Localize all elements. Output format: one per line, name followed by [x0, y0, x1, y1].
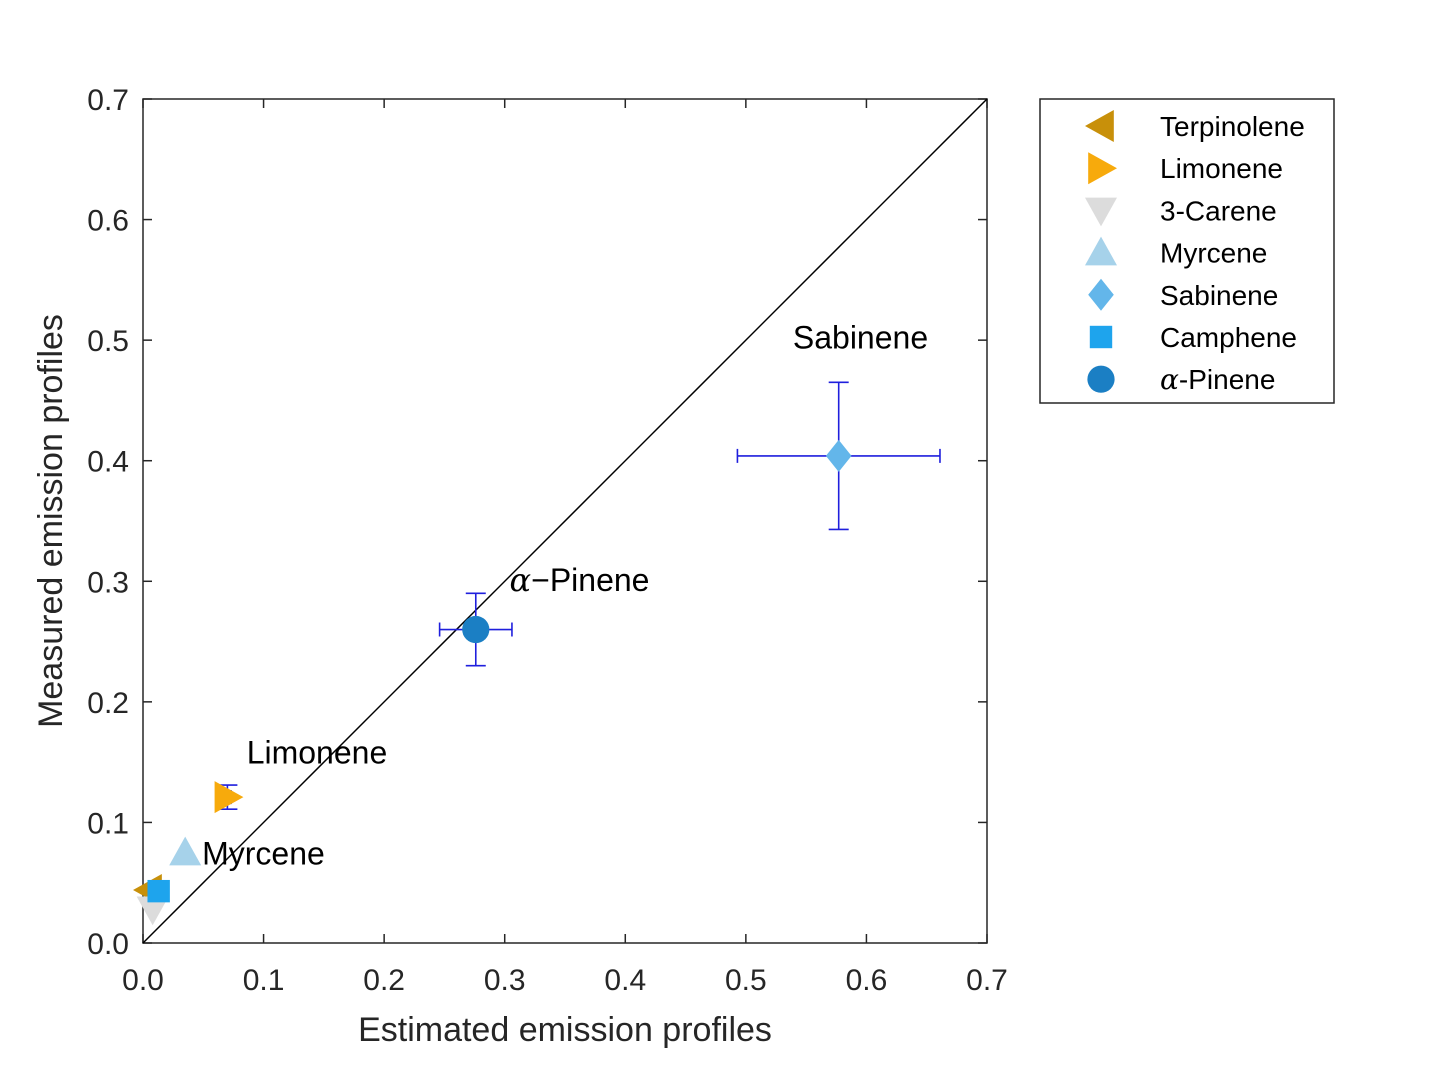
legend-item: Limonene	[1088, 152, 1283, 185]
x-tick-label: 0.3	[484, 964, 526, 997]
x-tick-label: 0.7	[966, 964, 1008, 997]
data-point-3-carene	[136, 896, 169, 926]
axis-labels: Estimated emission profiles Measured emi…	[32, 314, 772, 1049]
x-tick-label: 0.4	[604, 964, 646, 997]
identity-line-group	[142, 98, 988, 944]
legend-name: -Pinene	[1179, 364, 1276, 395]
identity-line	[142, 98, 988, 944]
legend-name: Terpinolene	[1160, 111, 1305, 142]
annotation-label: α−Pinene	[510, 561, 650, 599]
axes	[142, 98, 988, 944]
legend-item: 3-Carene	[1085, 195, 1277, 227]
y-tick-label: 0.4	[87, 446, 129, 479]
legend-marker-triangle-down	[1085, 197, 1117, 227]
y-tick-label: 0.1	[87, 807, 129, 840]
legend-marker-circle	[1087, 365, 1115, 393]
annotation-text: Sabinene	[793, 320, 928, 356]
x-axis-label: Estimated emission profiles	[358, 1011, 772, 1049]
x-tick-label: 0.5	[725, 964, 767, 997]
annotation-text: Limonene	[247, 734, 388, 770]
annotation-text: −Pinene	[531, 562, 649, 598]
annotation-label: Sabinene	[793, 320, 928, 356]
ticks: 0.0 0.1 0.2 0.3 0.4 0.5 0.6 0.7 0.0 0.1 0.2 0.3 0.4 0…	[87, 84, 1008, 997]
legend-marker-triangle-up	[1085, 236, 1117, 266]
legend-name: Limonene	[1160, 153, 1283, 184]
x-tick-label: 0.1	[243, 964, 285, 997]
legend-item: Myrcene	[1085, 236, 1267, 269]
legend: Terpinolene Limonene 3-Carene Myrcene Sabine…	[1039, 98, 1335, 404]
legend-marker-square	[1089, 325, 1113, 349]
legend-label: 3-Carene	[1160, 195, 1277, 226]
x-tick-label: 0.2	[363, 964, 405, 997]
data-point-limonene	[214, 781, 244, 814]
y-tick-label: 0.7	[87, 84, 129, 117]
y-tick-label: 0.5	[87, 325, 129, 358]
legend-item: Camphene	[1089, 322, 1297, 353]
y-tick-label: 0.0	[87, 928, 129, 961]
legend-marker-diamond	[1088, 278, 1114, 311]
annotations: Sabinene α−Pinene Limonene Myrcene	[202, 320, 928, 872]
legend-greek: α	[1160, 363, 1179, 396]
legend-label: Terpinolene	[1160, 111, 1305, 142]
annotation-greek: α	[510, 561, 532, 599]
legend-name: Sabinene	[1160, 280, 1278, 311]
data-point-sabinene	[825, 439, 852, 472]
y-tick-label: 0.2	[87, 687, 129, 720]
legend-name: Camphene	[1160, 322, 1297, 353]
data-points	[133, 439, 852, 926]
legend-label: Limonene	[1160, 153, 1283, 184]
y-tick-label: 0.6	[87, 205, 129, 238]
legend-frame	[1039, 98, 1335, 404]
data-point-camphene	[147, 879, 170, 903]
data-point-pinene	[462, 615, 490, 644]
legend-label: Camphene	[1160, 322, 1297, 353]
y-tick-label: 0.3	[87, 566, 129, 599]
legend-marker-triangle-right	[1088, 152, 1117, 185]
plot-frame	[142, 98, 988, 944]
y-axis-label: Measured emission profiles	[32, 314, 70, 728]
legend-item: α-Pinene	[1087, 363, 1275, 396]
legend-item: Sabinene	[1088, 278, 1278, 311]
legend-name: 3-Carene	[1160, 195, 1277, 226]
legend-name: Myrcene	[1160, 238, 1267, 269]
legend-label: Sabinene	[1160, 280, 1278, 311]
legend-label: Myrcene	[1160, 238, 1267, 269]
annotation-text: Myrcene	[202, 836, 325, 872]
annotation-label: Myrcene	[202, 836, 325, 872]
x-tick-label: 0.0	[122, 964, 164, 997]
data-point-myrcene	[169, 836, 202, 866]
x-tick-label: 0.6	[846, 964, 888, 997]
legend-marker-triangle-left	[1085, 110, 1114, 142]
annotation-label: Limonene	[247, 734, 388, 770]
legend-item: Terpinolene	[1085, 110, 1305, 142]
legend-label: α-Pinene	[1160, 363, 1275, 396]
